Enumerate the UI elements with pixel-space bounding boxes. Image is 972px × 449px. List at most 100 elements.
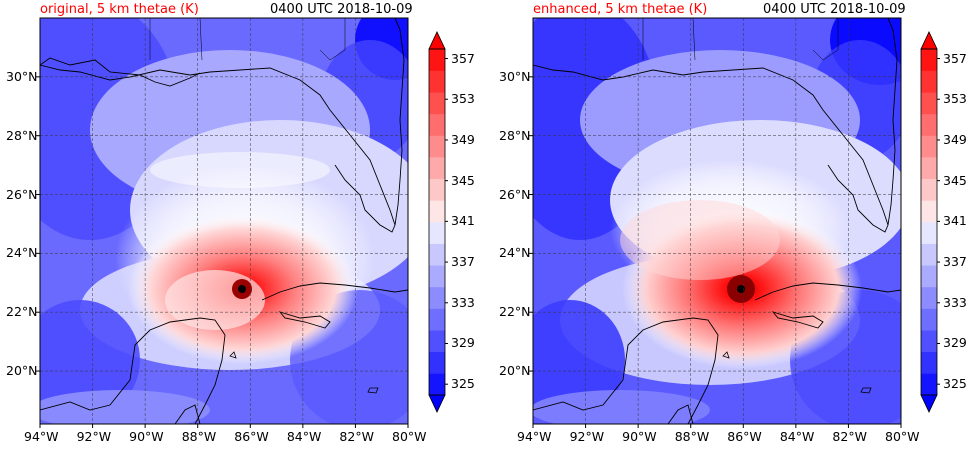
right-gridlines	[533, 18, 901, 424]
colorbar-extend-max	[920, 31, 938, 50]
lon-tick-label: 84°W	[779, 429, 815, 444]
colorbar-segment	[429, 49, 445, 71]
colorbar-segment	[921, 200, 937, 223]
colorbar-segment	[921, 222, 937, 244]
colorbar-segment	[921, 135, 937, 158]
colorbar-segment	[921, 178, 937, 201]
colorbar-segment	[429, 178, 445, 201]
colorbar-segment	[921, 157, 937, 180]
colorbar-tick-label: 353	[451, 91, 475, 107]
colorbar-tick-label: 353	[943, 91, 967, 107]
right-colorbar	[920, 31, 940, 413]
lon-tick-label: 92°W	[76, 429, 112, 444]
right-panel-title: enhanced, 5 km thetae (K)	[533, 2, 708, 17]
colorbar-segment	[921, 92, 937, 115]
lat-tick-label: 24°N	[6, 245, 38, 261]
lon-tick-label: 88°W	[181, 429, 217, 444]
colorbar-segment	[429, 222, 445, 244]
colorbar-tick-label: 337	[943, 254, 967, 270]
lon-tick-label: 82°W	[832, 429, 867, 444]
colorbar-segment	[429, 286, 445, 309]
colorbar-tick-label: 325	[451, 376, 475, 392]
colorbar-segment	[429, 265, 445, 288]
lon-tick-label: 80°W	[885, 429, 920, 444]
colorbar-segment	[429, 200, 445, 223]
left-coastlines	[40, 18, 408, 424]
colorbar-segment	[429, 92, 445, 115]
right-panel-time: 0400 UTC 2018-10-09	[763, 2, 906, 17]
left-map-frame	[39, 17, 409, 425]
colorbar-tick-label: 341	[451, 213, 475, 229]
colorbar-segment	[429, 351, 445, 374]
left-colorbar	[428, 31, 448, 413]
colorbar-segment	[429, 70, 445, 93]
colorbar-tick-label: 337	[451, 254, 475, 270]
colorbar-extend-min	[920, 394, 938, 413]
colorbar-frame	[428, 48, 446, 396]
colorbar-segment	[429, 330, 445, 353]
colorbar-tick-label: 329	[943, 335, 967, 351]
colorbar-segment	[921, 330, 937, 353]
colorbar-segment	[921, 265, 937, 288]
lat-tick-label: 28°N	[6, 127, 38, 143]
lon-tick-label: 84°W	[286, 429, 322, 444]
colorbar-segment	[921, 308, 937, 331]
colorbar-tick-label: 357	[943, 50, 967, 66]
colorbar-segment	[429, 157, 445, 180]
lon-tick-label: 90°W	[129, 429, 164, 444]
colorbar-segment	[429, 373, 445, 396]
colorbar-extend-min	[428, 394, 446, 413]
right-map-frame	[532, 17, 902, 425]
colorbar-segment	[921, 113, 937, 136]
colorbar-tick-label: 349	[943, 131, 967, 147]
colorbar-extend-max	[428, 31, 446, 50]
left-panel-title: original, 5 km thetae (K)	[40, 2, 199, 17]
left-panel-time: 0400 UTC 2018-10-09	[270, 2, 413, 17]
colorbar-segment	[429, 243, 445, 266]
lat-tick-label: 20°N	[499, 363, 531, 379]
colorbar-segment	[921, 351, 937, 374]
left-storm-center-marker	[238, 285, 246, 293]
colorbar-tick-label: 325	[943, 376, 967, 392]
right-field	[533, 18, 901, 424]
colorbar-frame	[920, 48, 938, 396]
colorbar-tick-label: 357	[451, 50, 475, 66]
colorbar-segment	[429, 135, 445, 158]
colorbar-segment	[921, 70, 937, 93]
colorbar-segment	[921, 373, 937, 396]
lat-tick-label: 26°N	[499, 186, 531, 202]
lat-tick-label: 28°N	[499, 127, 531, 143]
colorbar-segment	[921, 243, 937, 266]
axis-ticks	[36, 76, 902, 428]
colorbar-tick-label: 349	[451, 131, 475, 147]
colorbar-tick-label: 333	[451, 294, 475, 310]
right-coastlines	[533, 18, 901, 424]
colorbar-segment	[429, 308, 445, 331]
lat-tick-label: 22°N	[499, 304, 531, 320]
lon-tick-label: 80°W	[392, 429, 427, 444]
lon-tick-label: 82°W	[339, 429, 374, 444]
left-field	[40, 18, 408, 424]
lat-tick-label: 30°N	[499, 68, 531, 84]
lon-tick-label: 86°W	[234, 429, 269, 444]
colorbar-tick-label: 333	[943, 294, 967, 310]
colorbar-segment	[921, 286, 937, 309]
lat-tick-label: 22°N	[6, 304, 38, 320]
colorbar-tick-label: 329	[451, 335, 475, 351]
right-map	[532, 17, 902, 425]
colorbar-tick-label: 345	[451, 172, 475, 188]
lat-tick-label: 30°N	[6, 68, 38, 84]
lat-tick-label: 20°N	[6, 363, 38, 379]
left-gridlines	[40, 18, 408, 424]
left-map	[39, 17, 409, 425]
right-storm-center-marker	[737, 285, 745, 293]
lat-tick-label: 26°N	[6, 186, 38, 202]
lon-tick-label: 86°W	[727, 429, 762, 444]
colorbar-tick-label: 341	[943, 213, 967, 229]
lon-tick-label: 94°W	[24, 429, 59, 444]
lon-tick-label: 94°W	[517, 429, 552, 444]
colorbar-segment	[921, 49, 937, 71]
lon-tick-label: 92°W	[569, 429, 605, 444]
lat-tick-label: 24°N	[499, 245, 531, 261]
